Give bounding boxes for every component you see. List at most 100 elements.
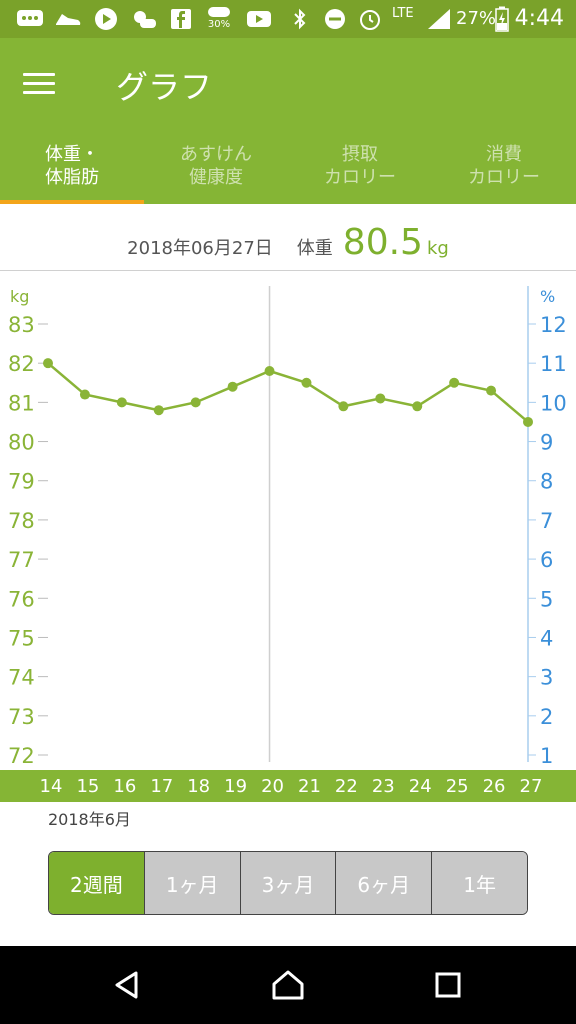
tab-label-line1: 摂取	[342, 144, 378, 165]
recents-icon	[435, 972, 461, 998]
data-point[interactable]	[79, 389, 90, 400]
weight-value: 80.5	[342, 222, 423, 263]
app-bar: グラフ	[0, 38, 576, 128]
data-point[interactable]	[153, 405, 164, 416]
left-tick-label: 82	[8, 352, 35, 376]
shoe-icon	[54, 6, 82, 32]
left-tick-label: 75	[8, 626, 35, 650]
message-icon	[16, 6, 44, 32]
back-button[interactable]	[102, 960, 152, 1010]
x-tick-label: 19	[224, 776, 247, 797]
selected-point-info: 2018年06月27日 体重 80.5 kg	[0, 222, 576, 272]
status-bar: 30% LTE 27% 4:44	[0, 0, 576, 38]
x-tick-label: 16	[113, 776, 136, 797]
weight-unit: kg	[426, 238, 449, 259]
battery-charging-icon	[494, 6, 510, 32]
right-tick-label: 7	[540, 509, 553, 533]
range-2-weeks-button[interactable]: 2週間	[49, 852, 145, 914]
page-title: グラフ	[116, 68, 213, 106]
tab-label-line2: 健康度	[189, 167, 243, 188]
recents-button[interactable]	[423, 960, 473, 1010]
x-tick-label: 17	[150, 776, 173, 797]
x-tick-label: 15	[76, 776, 99, 797]
right-tick-label: 5	[540, 587, 553, 611]
right-tick-label: 9	[540, 431, 553, 455]
data-point[interactable]	[338, 401, 349, 412]
tab-label-line1: 体重・	[45, 144, 99, 165]
data-point[interactable]	[486, 385, 497, 396]
weight-series-line	[47, 362, 529, 423]
tab-label-line2: 体脂肪	[45, 167, 99, 188]
clock: 4:44	[514, 6, 564, 31]
range-1-year-button[interactable]: 1年	[432, 852, 527, 914]
right-tick-label: 1	[540, 744, 553, 768]
tab-calorie-intake[interactable]: 摂取 カロリー	[288, 128, 432, 204]
youtube-icon	[246, 6, 272, 32]
facebook-icon	[170, 6, 192, 32]
data-point[interactable]	[264, 366, 275, 377]
bluetooth-icon	[292, 6, 308, 32]
tab-asken-health[interactable]: あすけん 健康度	[144, 128, 288, 204]
left-tick-label: 80	[8, 431, 35, 455]
right-tick-label: 4	[540, 626, 553, 650]
x-tick-label: 23	[372, 776, 395, 797]
home-icon	[272, 970, 304, 1000]
range-3-months-button[interactable]: 3ヶ月	[240, 852, 337, 914]
signal-icon	[426, 6, 452, 32]
left-tick-label: 83	[8, 313, 35, 337]
x-tick-label: 22	[335, 776, 358, 797]
left-tick-label: 76	[8, 587, 35, 611]
left-axis-unit: kg	[10, 287, 29, 306]
right-tick-label: 12	[540, 313, 567, 337]
right-axis-unit: %	[540, 287, 555, 306]
left-tick-label: 77	[8, 548, 35, 572]
data-point[interactable]	[301, 377, 312, 388]
hamburger-icon	[23, 72, 55, 76]
menu-button[interactable]	[14, 58, 64, 108]
data-point[interactable]	[375, 393, 386, 404]
right-tick-label: 6	[540, 548, 553, 572]
data-point[interactable]	[449, 377, 460, 388]
alarm-icon	[358, 6, 382, 32]
data-point[interactable]	[412, 401, 423, 412]
left-tick-label: 79	[8, 470, 35, 494]
data-point[interactable]	[43, 358, 53, 369]
x-tick-label: 26	[483, 776, 506, 797]
rain-cloud-icon: 30%	[206, 4, 232, 30]
x-axis-labels: 14 15 16 17 18 19 20 21 22 23 24 25 26 27	[40, 776, 543, 797]
range-6-months-button[interactable]: 6ヶ月	[336, 852, 433, 914]
data-point[interactable]	[227, 381, 238, 392]
x-tick-label: 21	[298, 776, 321, 797]
weight-label: 体重	[296, 238, 333, 259]
tab-weight-body-fat[interactable]: 体重・ 体脂肪	[0, 128, 144, 204]
tab-label-line1: あすけん	[180, 144, 252, 165]
left-tick-label: 74	[8, 666, 35, 690]
rain-probability: 30%	[207, 18, 231, 30]
data-point[interactable]	[116, 397, 127, 408]
tab-label-line1: 消費	[486, 144, 522, 165]
range-1-month-button[interactable]: 1ヶ月	[144, 852, 241, 914]
x-tick-label: 14	[40, 776, 63, 797]
data-point[interactable]	[523, 416, 533, 427]
tab-bar: 体重・ 体脂肪 あすけん 健康度 摂取 カロリー 消費 カロリー	[0, 128, 576, 204]
tab-label-line2: カロリー	[324, 167, 396, 188]
system-nav-bar	[0, 946, 576, 1024]
left-tick-label: 72	[8, 744, 35, 768]
battery-percent: 27%	[456, 8, 497, 29]
back-icon	[115, 971, 138, 999]
weather-sun-cloud-icon	[130, 6, 158, 32]
right-tick-label: 2	[540, 705, 553, 729]
x-tick-label: 27	[520, 776, 543, 797]
range-selector: 2週間 1ヶ月 3ヶ月 6ヶ月 1年	[48, 851, 528, 915]
x-tick-label: 25	[446, 776, 469, 797]
data-point[interactable]	[190, 397, 201, 408]
left-tick-label: 81	[8, 391, 35, 415]
home-button[interactable]	[263, 960, 313, 1010]
right-tick-label: 8	[540, 470, 553, 494]
lte-label: LTE	[392, 6, 414, 21]
tab-calorie-burned[interactable]: 消費 カロリー	[432, 128, 576, 204]
x-tick-label: 18	[187, 776, 210, 797]
tab-label-line2: カロリー	[468, 167, 540, 188]
right-tick-label: 3	[540, 666, 553, 690]
